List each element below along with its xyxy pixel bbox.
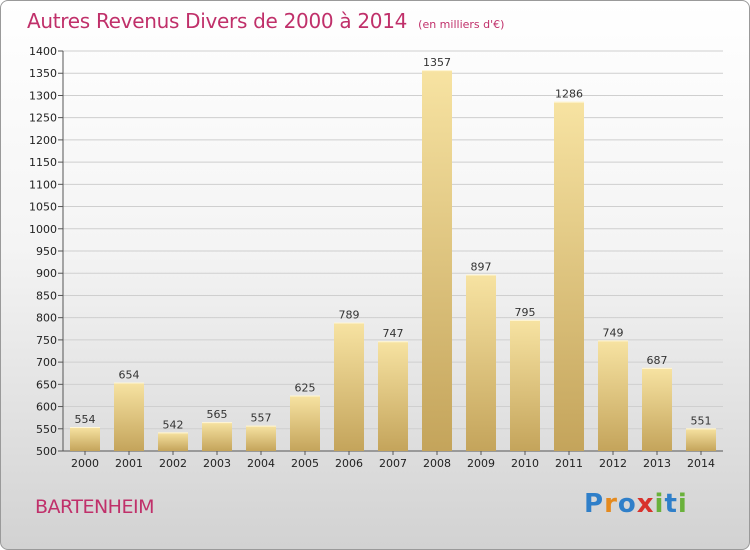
bar-value-label: 654 xyxy=(119,369,140,382)
bar xyxy=(158,432,188,451)
proxiti-logo: Proxiti xyxy=(584,489,688,519)
y-tick-label: 1350 xyxy=(29,67,57,80)
bar xyxy=(510,319,540,451)
logo-letter: x xyxy=(636,489,655,519)
y-tick-label: 1400 xyxy=(29,45,57,58)
bar-value-label: 625 xyxy=(295,381,316,394)
y-tick-label: 750 xyxy=(36,334,57,347)
y-tick-label: 1000 xyxy=(29,223,57,236)
x-tick-label: 2000 xyxy=(71,457,99,470)
chart-subtitle: (en milliers d'€) xyxy=(418,18,505,31)
x-tick-label: 2014 xyxy=(687,457,715,470)
bar-value-label: 551 xyxy=(691,414,712,427)
commune-name: BARTENHEIM xyxy=(35,496,154,518)
bar-value-label: 1357 xyxy=(423,56,451,69)
x-tick-label: 2006 xyxy=(335,457,363,470)
chart-title: Autres Revenus Divers de 2000 à 2014 xyxy=(27,9,408,33)
x-tick-label: 2008 xyxy=(423,457,451,470)
x-tick-label: 2005 xyxy=(291,457,319,470)
bar xyxy=(290,395,320,451)
y-tick-label: 700 xyxy=(36,356,57,369)
bar xyxy=(378,341,408,451)
y-tick-label: 800 xyxy=(36,312,57,325)
logo-letter: i xyxy=(654,489,665,519)
logo-letter: P xyxy=(584,489,605,519)
bar xyxy=(642,367,672,451)
y-tick-label: 600 xyxy=(36,401,57,414)
title-line: Autres Revenus Divers de 2000 à 2014 (en… xyxy=(27,9,504,33)
bar-value-label: 749 xyxy=(603,326,624,339)
bar-value-label: 565 xyxy=(207,408,228,421)
y-tick-label: 950 xyxy=(36,245,57,258)
bar-value-label: 557 xyxy=(251,412,272,425)
x-tick-label: 2004 xyxy=(247,457,275,470)
bar-value-label: 789 xyxy=(339,309,360,322)
bar-value-label: 687 xyxy=(647,354,668,367)
x-tick-label: 2012 xyxy=(599,457,627,470)
bar xyxy=(554,101,584,452)
y-tick-label: 1200 xyxy=(29,134,57,147)
y-tick-label: 900 xyxy=(36,267,57,280)
y-tick-label: 1250 xyxy=(29,112,57,125)
x-tick-label: 2011 xyxy=(555,457,583,470)
bar-value-label: 542 xyxy=(163,418,184,431)
x-tick-label: 2007 xyxy=(379,457,407,470)
logo-letter: o xyxy=(617,489,637,519)
bar xyxy=(202,422,232,451)
x-tick-label: 2002 xyxy=(159,457,187,470)
y-tick-label: 850 xyxy=(36,289,57,302)
y-tick-label: 1100 xyxy=(29,178,57,191)
y-tick-label: 500 xyxy=(36,445,57,458)
logo-letter: t xyxy=(664,489,678,519)
bar xyxy=(466,274,496,451)
y-tick-label: 650 xyxy=(36,378,57,391)
bar xyxy=(70,427,100,451)
bar xyxy=(422,70,452,451)
logo-letter: i xyxy=(677,489,688,519)
bar xyxy=(334,322,364,451)
bar-value-label: 1286 xyxy=(555,88,583,101)
x-tick-label: 2003 xyxy=(203,457,231,470)
bar-value-label: 897 xyxy=(471,261,492,274)
logo-letter: r xyxy=(604,489,618,519)
y-tick-label: 550 xyxy=(36,423,57,436)
y-tick-label: 1050 xyxy=(29,201,57,214)
bar xyxy=(114,382,144,451)
bar-value-label: 554 xyxy=(75,413,96,426)
bar xyxy=(598,340,628,451)
y-tick-label: 1150 xyxy=(29,156,57,169)
bar xyxy=(686,428,716,451)
x-tick-label: 2009 xyxy=(467,457,495,470)
y-tick-label: 1300 xyxy=(29,89,57,102)
x-tick-label: 2013 xyxy=(643,457,671,470)
bar xyxy=(246,425,276,451)
bar-value-label: 795 xyxy=(515,306,536,319)
x-tick-label: 2010 xyxy=(511,457,539,470)
bar-value-label: 747 xyxy=(383,327,404,340)
x-tick-label: 2001 xyxy=(115,457,143,470)
